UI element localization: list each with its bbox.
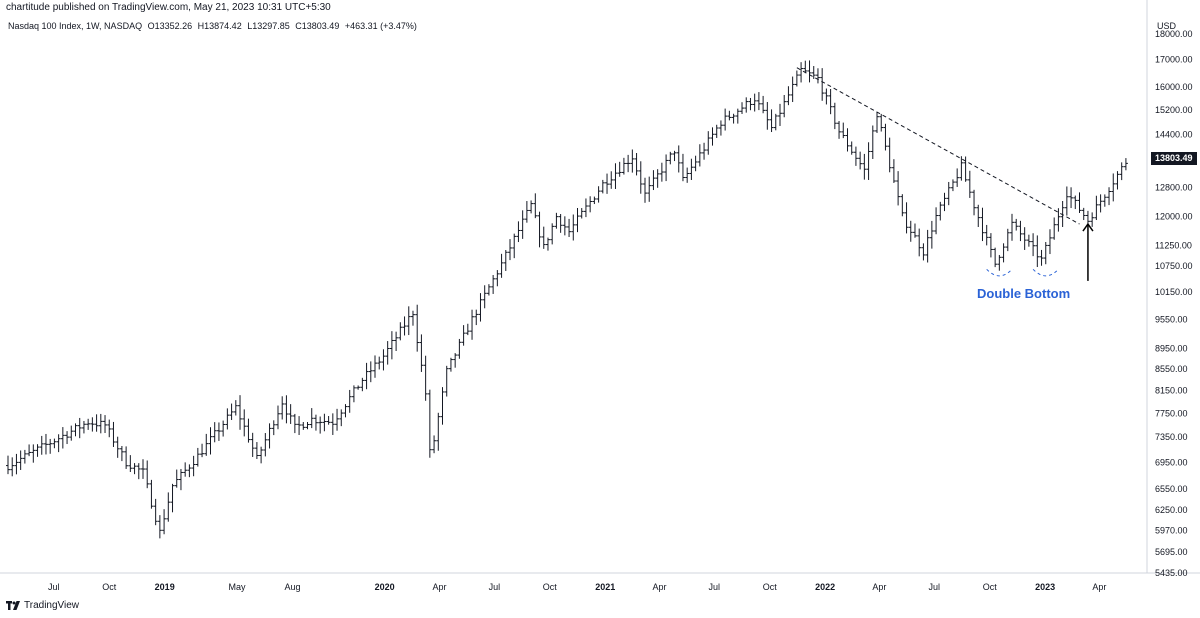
currency-label: USD (1157, 21, 1177, 31)
tradingview-brand[interactable]: TradingView (6, 600, 79, 611)
change-value: +463.31 (+3.47%) (344, 21, 417, 31)
symbol-name: Nasdaq 100 Index, 1W, NASDAQ (8, 21, 143, 31)
double-bottom-label: Double Bottom (977, 286, 1071, 301)
y-tick-label: 5695.00 (1155, 547, 1188, 557)
y-tick-label: 6550.00 (1155, 484, 1188, 494)
y-tick-label: 5970.00 (1155, 526, 1188, 536)
x-tick-label: 2022 (815, 582, 835, 592)
x-tick-label: Apr (652, 582, 666, 592)
breakout-arrow-head (1082, 222, 1094, 232)
publish-caption: chartitude published on TradingView.com,… (6, 2, 331, 13)
y-tick-label: 17000.00 (1155, 55, 1193, 65)
x-tick-label: Oct (102, 582, 117, 592)
x-tick-label: 2023 (1035, 582, 1055, 592)
x-tick-label: 2019 (155, 582, 175, 592)
x-tick-label: Oct (543, 582, 558, 592)
y-tick-label: 10150.00 (1155, 287, 1193, 297)
x-tick-label: Jul (709, 582, 721, 592)
y-tick-label: 8150.00 (1155, 386, 1188, 396)
y-tick-label: 5435.00 (1155, 568, 1188, 578)
open-value: O13352.26 (147, 21, 193, 31)
y-tick-label: 11250.00 (1155, 241, 1192, 251)
y-tick-label: 18000.00 (1155, 29, 1193, 39)
x-tick-label: Jul (489, 582, 501, 592)
y-tick-label: 9550.00 (1155, 314, 1188, 324)
y-tick-label: 7750.00 (1155, 408, 1188, 418)
x-tick-label: 2020 (375, 582, 395, 592)
y-tick-label: 8950.00 (1155, 343, 1188, 353)
close-value: C13803.49 (295, 21, 340, 31)
y-tick-label: 6250.00 (1155, 505, 1188, 515)
last-price-tag: 13803.49 (1151, 152, 1197, 165)
y-tick-label: 14400.00 (1155, 129, 1193, 139)
high-value: H13874.42 (197, 21, 242, 31)
y-tick-label: 12000.00 (1155, 211, 1193, 221)
y-tick-label: 16000.00 (1155, 82, 1193, 92)
double-bottom-arc (1032, 268, 1059, 277)
low-value: L13297.85 (247, 21, 290, 31)
y-tick-label: 8550.00 (1155, 364, 1188, 374)
x-tick-label: Jul (48, 582, 60, 592)
x-tick-label: Oct (763, 582, 778, 592)
y-tick-label: 6950.00 (1155, 457, 1188, 467)
resistance-trendline (796, 67, 1080, 225)
y-tick-label: 7350.00 (1155, 432, 1188, 442)
x-tick-label: Aug (284, 582, 300, 592)
x-tick-label: Apr (872, 582, 886, 592)
x-tick-label: 2021 (595, 582, 615, 592)
brand-name: TradingView (24, 600, 80, 611)
x-tick-label: Apr (1092, 582, 1106, 592)
y-tick-label: 10750.00 (1155, 261, 1193, 271)
x-tick-label: May (228, 582, 246, 592)
x-tick-label: Oct (983, 582, 998, 592)
x-tick-label: Apr (432, 582, 446, 592)
double-bottom-arc (986, 268, 1013, 277)
tradingview-logo-icon (6, 601, 20, 610)
x-tick-label: Jul (929, 582, 941, 592)
y-tick-label: 12800.00 (1155, 182, 1193, 192)
symbol-legend: Nasdaq 100 Index, 1W, NASDAQ O13352.26 H… (8, 21, 420, 31)
y-tick-label: 15200.00 (1155, 105, 1193, 115)
